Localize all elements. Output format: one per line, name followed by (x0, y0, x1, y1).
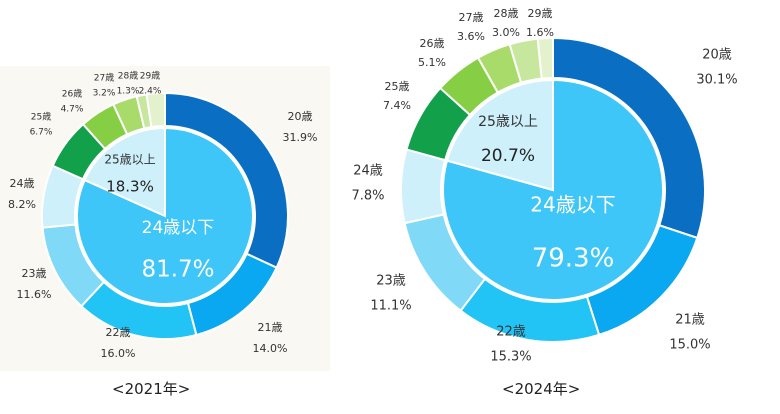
caption-2021: <2021年> (112, 380, 191, 398)
outer-value-2021-5: 6.7% (30, 128, 53, 138)
outer-value-2024-3: 11.1% (370, 299, 411, 314)
outer-value-2024-9: 1.6% (526, 26, 554, 39)
outer-label-2021-4: 24歳 (10, 177, 35, 190)
inner-label-2024-0: 24歳以下 (530, 193, 615, 217)
outer-label-2021-8: 28歳 (118, 70, 138, 82)
outer-value-2024-2: 15.3% (490, 350, 531, 365)
outer-label-2024-1: 21歳 (675, 313, 705, 328)
outer-value-2021-6: 4.7% (61, 105, 84, 115)
outer-label-2024-6: 26歳 (420, 37, 445, 50)
outer-label-2021-2: 22歳 (106, 326, 131, 339)
outer-value-2024-0: 30.1% (696, 73, 737, 88)
outer-label-2021-9: 29歳 (140, 70, 160, 82)
inner-slice-2021-1 (83, 126, 166, 218)
outer-slice-2024-4 (400, 148, 447, 225)
outer-label-2024-7: 27歳 (459, 11, 484, 24)
outer-value-2021-2: 16.0% (101, 347, 136, 360)
outer-slice-2024-9 (536, 36, 554, 80)
outer-label-2021-1: 21歳 (258, 321, 283, 334)
inner-slice-2024-1 (445, 78, 554, 192)
caption-2024: <2024年> (502, 380, 581, 398)
outer-label-2024-2: 22歳 (496, 325, 526, 340)
inner-value-2024-1: 20.7% (481, 146, 535, 166)
inner-value-2021-0: 81.7% (141, 257, 214, 283)
outer-label-2024-5: 25歳 (385, 80, 410, 93)
outer-value-2024-7: 3.6% (457, 30, 485, 43)
outer-value-2021-7: 3.2% (93, 89, 116, 99)
outer-value-2021-1: 14.0% (253, 342, 288, 355)
outer-label-2021-0: 20歳 (288, 110, 313, 123)
inner-label-2024-1: 25歳以上 (478, 114, 538, 130)
outer-value-2024-5: 7.4% (383, 99, 411, 112)
inner-value-2024-0: 79.3% (532, 244, 615, 274)
inner-slice-2021-0 (76, 126, 254, 305)
outer-value-2024-6: 5.1% (418, 56, 446, 69)
outer-value-2024-4: 7.8% (351, 189, 384, 204)
outer-value-2021-0: 31.9% (283, 131, 318, 144)
outer-label-2021-6: 26歳 (62, 88, 82, 100)
outer-slice-2021-9 (145, 91, 166, 129)
outer-value-2021-4: 8.2% (8, 198, 36, 211)
inner-value-2021-1: 18.3% (106, 178, 154, 196)
outer-label-2021-7: 27歳 (94, 72, 114, 84)
inner-label-2021-1: 25歳以上 (104, 153, 155, 167)
outer-label-2021-5: 25歳 (31, 111, 51, 123)
outer-value-2024-8: 3.0% (492, 26, 520, 39)
outer-label-2024-9: 29歳 (528, 7, 553, 20)
outer-label-2024-8: 28歳 (494, 7, 519, 20)
outer-label-2021-3: 23歳 (22, 267, 47, 280)
outer-label-2024-3: 23歳 (376, 274, 406, 289)
inner-label-2021-0: 24歳以下 (142, 218, 215, 238)
outer-value-2021-9: 2.4% (139, 87, 162, 97)
outer-value-2021-3: 11.6% (17, 288, 52, 301)
outer-value-2024-1: 15.0% (669, 338, 710, 353)
outer-label-2024-4: 24歳 (353, 164, 383, 179)
outer-value-2021-8: 1.3% (117, 87, 140, 97)
outer-label-2024-0: 20歳 (702, 48, 732, 63)
